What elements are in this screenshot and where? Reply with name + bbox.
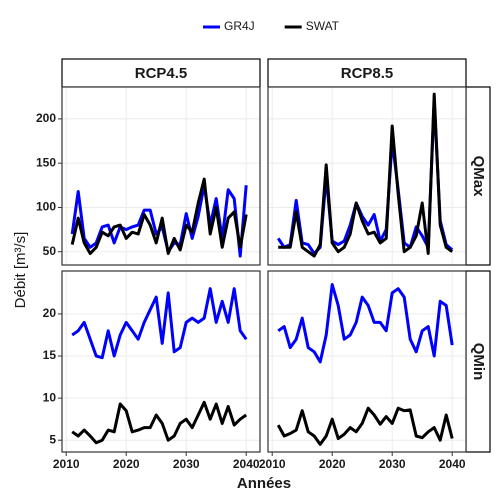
strip-label: QMin [470, 343, 487, 381]
x-tick-label: 2030 [379, 457, 406, 471]
panel-border [267, 270, 467, 453]
x-tick-label: 2030 [173, 457, 200, 471]
x-tick-label: 2020 [319, 457, 346, 471]
x-axis-title: Années [237, 475, 291, 492]
panel [268, 271, 466, 452]
legend-label: SWAT [306, 19, 340, 33]
x-tick-label: 2040 [439, 457, 466, 471]
strip [465, 270, 491, 453]
series-line [276, 406, 454, 446]
x-tick-label: 2010 [259, 457, 286, 471]
series-line [71, 400, 248, 445]
strip-label: QMax [470, 156, 487, 198]
y-tick-label: 200 [36, 111, 56, 125]
x-tick-label: 2020 [113, 457, 140, 471]
series-line [71, 287, 248, 360]
x-tick-label: 2040 [233, 457, 260, 471]
x-tick-label: 2010 [53, 457, 80, 471]
strip [267, 58, 467, 88]
panel-border [267, 86, 467, 266]
y-tick-label: 150 [36, 155, 56, 169]
legend-label: GR4J [224, 19, 255, 33]
y-tick-label: 20 [43, 306, 57, 320]
strip-label: RCP4.5 [135, 65, 188, 82]
panel [62, 271, 260, 452]
series-line [278, 92, 454, 258]
series-line [70, 177, 248, 255]
series-line [277, 283, 454, 364]
y-tick-label: 50 [43, 244, 57, 258]
y-axis-title: Débit [m³/s] [12, 232, 29, 309]
strip [61, 58, 261, 88]
y-tick-label: 5 [49, 432, 56, 446]
strip-label: RCP8.5 [341, 65, 394, 82]
y-tick-label: 10 [43, 390, 57, 404]
panel [62, 87, 260, 265]
series-line [276, 99, 454, 255]
y-tick-label: 15 [43, 348, 57, 362]
y-tick-label: 100 [36, 200, 56, 214]
panel-border [61, 270, 261, 453]
panel-border [61, 86, 261, 266]
